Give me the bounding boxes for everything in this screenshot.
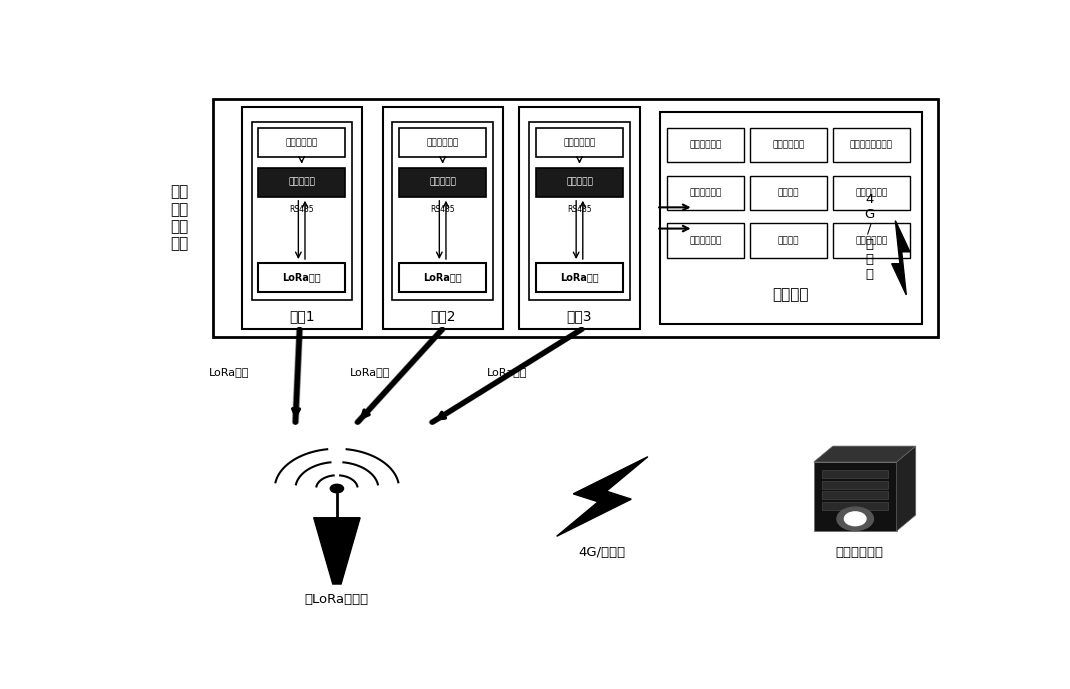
Text: RS485: RS485 (289, 205, 314, 214)
Text: 温湿度传感器: 温湿度传感器 (563, 138, 596, 147)
Bar (536, 263, 623, 292)
Text: LoRa模块: LoRa模块 (424, 273, 462, 282)
Text: 设备维护模块: 设备维护模块 (689, 188, 721, 197)
Bar (536, 167, 623, 197)
Bar (832, 176, 910, 210)
Bar (251, 123, 352, 300)
Text: 功能选项: 功能选项 (773, 287, 809, 302)
Bar (822, 470, 888, 478)
Bar (832, 223, 910, 258)
Bar (660, 112, 921, 324)
Circle shape (331, 484, 343, 493)
Bar (393, 123, 493, 300)
Text: 无线模块: 无线模块 (778, 236, 799, 245)
Text: 4
G
/
以
太
网: 4 G / 以 太 网 (865, 192, 874, 280)
Polygon shape (314, 517, 361, 584)
Text: 箱柜3: 箱柜3 (567, 309, 592, 323)
Text: 环境信息采集模块: 环境信息采集模块 (850, 141, 892, 150)
Text: 注册登录模块: 注册登录模块 (689, 141, 721, 150)
Bar (667, 223, 744, 258)
Bar (519, 107, 640, 329)
Text: 信息查询模块: 信息查询模块 (855, 236, 887, 245)
Bar (242, 107, 362, 329)
Bar (750, 176, 827, 210)
Bar (399, 167, 486, 197)
Circle shape (837, 507, 873, 531)
Bar (832, 127, 910, 162)
Bar (822, 502, 888, 510)
Text: LoRa模块: LoRa模块 (561, 273, 599, 282)
Text: 故障报修模块: 故障报修模块 (855, 188, 887, 197)
Text: LoRa模块: LoRa模块 (282, 273, 321, 282)
Text: 温湿度传感器: 温湿度传感器 (286, 138, 318, 147)
Text: 箱柜1: 箱柜1 (289, 309, 315, 323)
Bar (258, 263, 346, 292)
Bar (213, 99, 938, 338)
Text: 数据解析模块: 数据解析模块 (773, 141, 805, 150)
Text: （LoRa网关）: （LoRa网关） (305, 593, 369, 606)
Bar (822, 491, 888, 499)
Text: 除湿控制器: 除湿控制器 (288, 178, 315, 187)
Bar (814, 462, 897, 531)
Text: 除湿控制器: 除湿控制器 (429, 178, 456, 187)
Bar (258, 167, 346, 197)
Text: LoRa通信: LoRa通信 (350, 367, 391, 377)
Text: LoRa通信: LoRa通信 (487, 367, 528, 377)
Bar (530, 123, 629, 300)
Text: 数据存储模块: 数据存储模块 (689, 236, 721, 245)
Bar (399, 263, 486, 292)
Text: RS485: RS485 (430, 205, 455, 214)
Bar (667, 127, 744, 162)
Bar (383, 107, 503, 329)
Bar (399, 127, 486, 157)
Text: 报警模块: 报警模块 (778, 188, 799, 197)
Text: 4G/以太网: 4G/以太网 (579, 546, 626, 559)
Circle shape (844, 512, 866, 526)
Text: 智能
电气
设备
终端: 智能 电气 设备 终端 (170, 185, 188, 251)
Text: 除湿控制器: 除湿控制器 (566, 178, 593, 187)
Bar (750, 223, 827, 258)
Bar (536, 127, 623, 157)
Text: 箱柜2: 箱柜2 (430, 309, 456, 323)
Text: 温湿度传感器: 温湿度传感器 (427, 138, 459, 147)
Text: LoRa通信: LoRa通信 (209, 367, 249, 377)
Polygon shape (891, 220, 910, 295)
Text: RS485: RS485 (567, 205, 592, 214)
Text: 物联网平台端: 物联网平台端 (836, 546, 884, 559)
Polygon shape (556, 457, 648, 536)
Bar (750, 127, 827, 162)
Bar (667, 176, 744, 210)
Polygon shape (814, 446, 916, 462)
Bar (822, 481, 888, 489)
Polygon shape (897, 446, 916, 531)
Bar (258, 127, 346, 157)
